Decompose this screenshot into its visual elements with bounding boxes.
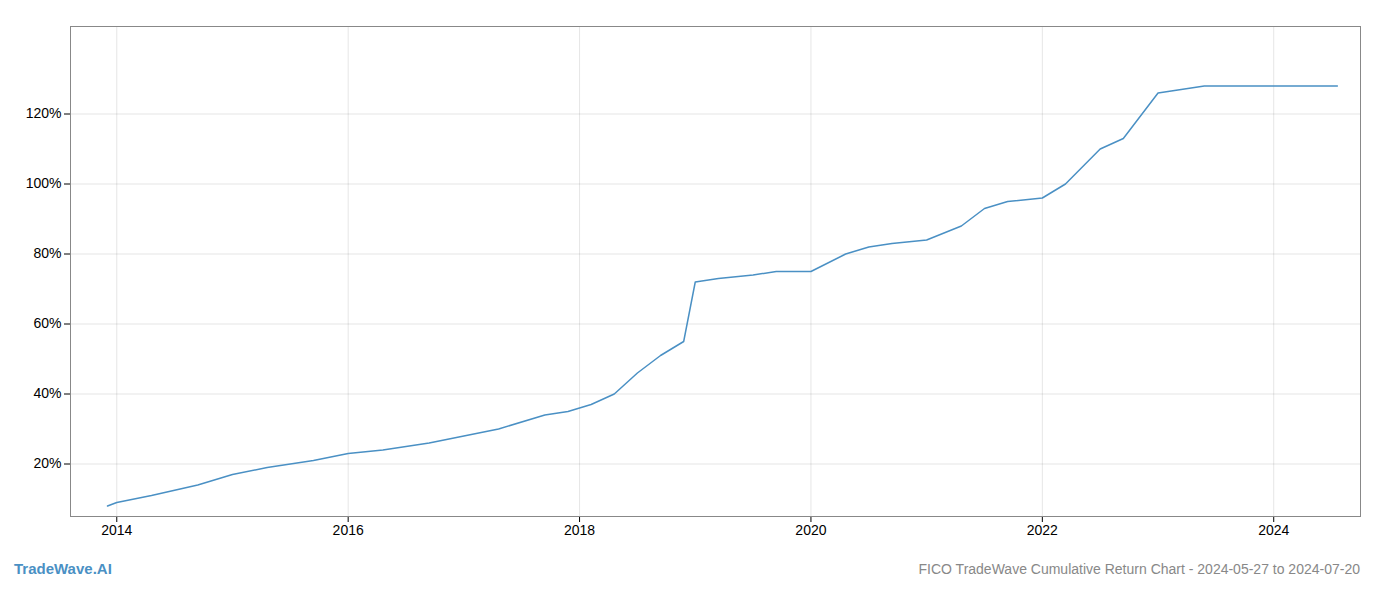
svg-text:60%: 60% bbox=[33, 315, 61, 331]
svg-text:2020: 2020 bbox=[795, 522, 826, 538]
svg-text:40%: 40% bbox=[33, 385, 61, 401]
svg-text:2024: 2024 bbox=[1258, 522, 1289, 538]
svg-text:20%: 20% bbox=[33, 455, 61, 471]
svg-text:2016: 2016 bbox=[333, 522, 364, 538]
svg-text:80%: 80% bbox=[33, 245, 61, 261]
html-text:TradeWave.AI: TradeWave.AI bbox=[14, 560, 112, 577]
svg-text:2018: 2018 bbox=[564, 522, 595, 538]
svg-text:2014: 2014 bbox=[101, 522, 132, 538]
svg-text:120%: 120% bbox=[26, 105, 62, 121]
svg-text:100%: 100% bbox=[26, 175, 62, 191]
html-text:FICO TradeWave Cumulative Retu: FICO TradeWave Cumulative Return Chart -… bbox=[918, 561, 1360, 577]
svg-text:2022: 2022 bbox=[1027, 522, 1058, 538]
